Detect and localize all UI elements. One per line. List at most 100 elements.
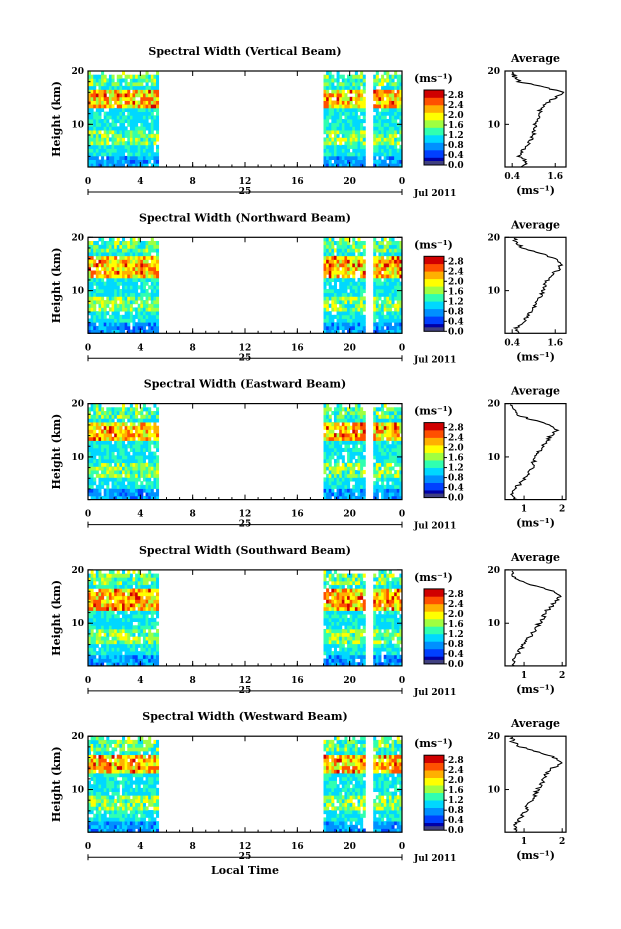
heatmap-cell [153, 403, 157, 408]
heatmap-cell [114, 137, 118, 142]
heatmap-cell [326, 244, 330, 249]
heatmap-cell [111, 488, 115, 493]
heatmap-cell [153, 636, 157, 641]
heatmap-cell [399, 292, 403, 297]
heatmap-cell [375, 407, 379, 412]
heatmap-cell [373, 462, 377, 467]
heatmap-cell [135, 130, 139, 135]
heatmap-cell [124, 148, 128, 153]
heatmap-cell [135, 473, 139, 478]
x-tick-label: 0 [85, 177, 91, 187]
heatmap-cell [396, 481, 400, 486]
heatmap-cell [98, 74, 102, 79]
heatmap-cell [106, 85, 110, 90]
heatmap-cell [388, 329, 392, 334]
heatmap-cell [140, 307, 144, 312]
heatmap-cell [336, 603, 340, 608]
heatmap-cell [90, 595, 94, 600]
heatmap-cell [101, 651, 105, 656]
heatmap-cell [150, 614, 154, 619]
heatmap-cell [383, 274, 387, 279]
heatmap-cell [347, 111, 351, 116]
heatmap-cell [391, 122, 395, 127]
heatmap-cell [383, 155, 387, 161]
heatmap-cell [129, 318, 133, 323]
heatmap-cell [373, 325, 377, 331]
heatmap-cell [124, 477, 128, 482]
heatmap-cell [375, 422, 379, 427]
heatmap-cell [135, 288, 139, 294]
heatmap-cell [124, 470, 128, 475]
heatmap-cell [88, 318, 92, 323]
heatmap-cell [156, 285, 160, 290]
heatmap-cell [93, 599, 97, 604]
heatmap-cell [129, 606, 133, 611]
heatmap-cell [119, 89, 123, 94]
heatmap-cell [354, 325, 358, 331]
heatmap-cell [145, 588, 149, 593]
heatmap-cell [88, 617, 92, 622]
heatmap-cell [98, 277, 102, 283]
heatmap-cell [127, 580, 131, 586]
heatmap-cell [326, 93, 330, 98]
heatmap-cell [339, 237, 343, 242]
heatmap-cell [135, 647, 139, 652]
heatmap-cell [90, 274, 94, 279]
heatmap-cell [137, 296, 141, 301]
heatmap-cell [103, 470, 107, 475]
heatmap-cell [122, 78, 126, 83]
heatmap-cell [396, 163, 400, 168]
heatmap-cell [103, 240, 107, 246]
heatmap-cell [331, 78, 335, 83]
heatmap-cell [323, 595, 327, 600]
heatmap-cell [399, 495, 403, 500]
heatmap-cell [111, 133, 115, 138]
heatmap-cell [148, 495, 152, 500]
heatmap-cell [399, 74, 403, 79]
heatmap-cell [148, 444, 152, 449]
heatmap-cell [391, 292, 395, 297]
heatmap-cell [328, 311, 332, 316]
heatmap-cell [114, 455, 118, 460]
heatmap-cell [137, 133, 141, 138]
heatmap-cell [119, 606, 123, 611]
heatmap-cell [135, 259, 139, 264]
heatmap-cell [328, 477, 332, 482]
heatmap-cell [95, 119, 99, 124]
heatmap-cell [116, 422, 120, 427]
heatmap-cell [106, 595, 110, 600]
heatmap-cell [333, 259, 337, 264]
heatmap-cell [119, 104, 123, 109]
heatmap-cell [95, 410, 99, 416]
heatmap-cell [333, 636, 337, 641]
heatmap-cell [388, 259, 392, 264]
heatmap-cell [349, 152, 353, 157]
heatmap-cell [106, 104, 110, 109]
heatmap-cell [357, 244, 361, 249]
heatmap-cell [135, 277, 139, 283]
heatmap-cell [129, 588, 133, 593]
heatmap-cell [396, 451, 400, 456]
heatmap-cell [132, 285, 136, 290]
heatmap-cell [386, 244, 390, 249]
heatmap-cell [341, 610, 345, 615]
heatmap-cell [349, 314, 353, 319]
heatmap-cell [132, 640, 136, 645]
heatmap-cell [336, 451, 340, 456]
heatmap-cell [360, 466, 364, 471]
heatmap-cell [140, 281, 144, 286]
heatmap-cell [386, 447, 390, 452]
heatmap-cell [127, 270, 131, 275]
heatmap-cell [101, 588, 105, 593]
heatmap-cell [391, 130, 395, 135]
heatmap-cell [122, 466, 126, 471]
heatmap-cell [347, 311, 351, 316]
heatmap-cell [142, 266, 146, 271]
heatmap-cell [339, 477, 343, 482]
average-y-tick-label: 20 [487, 233, 500, 243]
colorbar-frame [423, 422, 445, 499]
heatmap-cell [375, 281, 379, 286]
heatmap-cell [339, 307, 343, 312]
heatmap-cell [93, 322, 97, 327]
heatmap-cell [326, 255, 330, 260]
